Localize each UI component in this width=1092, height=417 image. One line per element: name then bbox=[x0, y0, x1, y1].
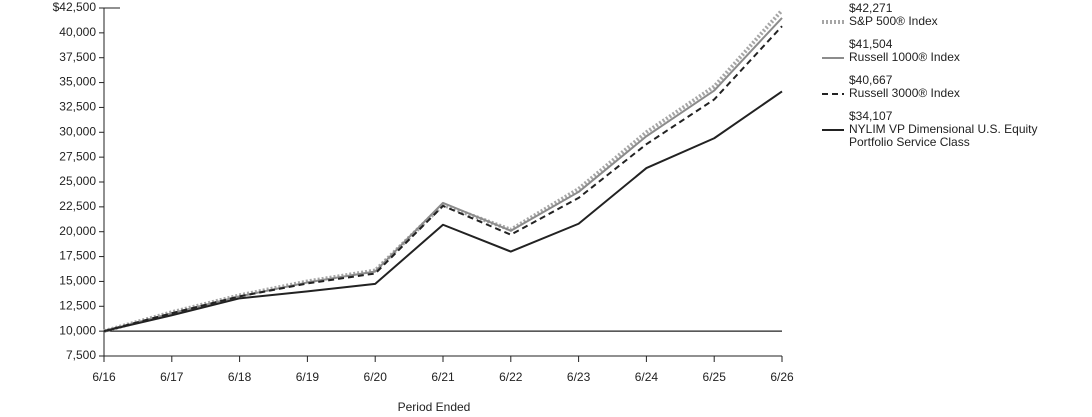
y-tick-label: 20,000 bbox=[59, 224, 96, 238]
y-tick-label: 37,500 bbox=[59, 50, 96, 64]
legend-swatch bbox=[822, 57, 844, 59]
legend-label: NYLIM VP Dimensional U.S. Equity Portfol… bbox=[849, 122, 1038, 149]
legend-label: Russell 1000® Index bbox=[849, 50, 960, 64]
y-tick-label: 7,500 bbox=[66, 348, 96, 362]
legend-end-value: $41,504 bbox=[849, 37, 893, 51]
y-tick-label: 35,000 bbox=[59, 75, 96, 89]
legend-item: $41,504 Russell 1000® Index bbox=[822, 38, 1084, 64]
legend-label: S&P 500® Index bbox=[849, 14, 938, 28]
x-tick-label: 6/21 bbox=[431, 370, 455, 384]
x-axis-label: Period Ended bbox=[398, 400, 471, 414]
x-tick-label: 6/16 bbox=[92, 370, 116, 384]
series-line bbox=[103, 90, 783, 333]
x-tick-label: 6/25 bbox=[703, 370, 727, 384]
x-tick-label: 6/17 bbox=[160, 370, 184, 384]
y-tick-label: 10,000 bbox=[59, 323, 96, 337]
legend-item: $34,107 NYLIM VP Dimensional U.S. Equity … bbox=[822, 110, 1084, 149]
x-tick-label: 6/20 bbox=[364, 370, 388, 384]
y-tick-label: 12,500 bbox=[59, 298, 96, 312]
legend-label: Russell 3000® Index bbox=[849, 86, 960, 100]
legend-end-value: $34,107 bbox=[849, 109, 893, 123]
series-line bbox=[103, 17, 783, 333]
series-line bbox=[103, 25, 783, 333]
plot: Period Ended 7,500 10,000 12,500 15,000 17,5… bbox=[53, 0, 794, 414]
legend-swatch bbox=[822, 93, 844, 95]
x-tick-label: 6/24 bbox=[635, 370, 659, 384]
y-tick-label: 32,500 bbox=[59, 100, 96, 114]
y-tick-label: 15,000 bbox=[59, 274, 96, 288]
legend-swatch bbox=[822, 129, 844, 131]
x-tick-label: 6/26 bbox=[770, 370, 794, 384]
y-tick-label: 40,000 bbox=[59, 25, 96, 39]
y-tick-label: 27,500 bbox=[59, 149, 96, 163]
x-tick-label: 6/18 bbox=[228, 370, 252, 384]
legend-end-value: $40,667 bbox=[849, 73, 893, 87]
x-tick-label: 6/19 bbox=[296, 370, 320, 384]
x-tick-label: 6/23 bbox=[567, 370, 591, 384]
series-line bbox=[103, 8, 784, 334]
x-tick-label: 6/22 bbox=[499, 370, 523, 384]
legend-item: $40,667 Russell 3000® Index bbox=[822, 74, 1084, 100]
y-tick-label: 17,500 bbox=[59, 249, 96, 263]
y-tick-label: 22,500 bbox=[59, 199, 96, 213]
legend-end-value: $42,271 bbox=[849, 1, 893, 15]
legend: $42,271 S&P 500® Index $41,504 Russell 1000… bbox=[822, 2, 1084, 159]
y-tick-label: $42,500 bbox=[53, 0, 97, 14]
y-tick-label: 30,000 bbox=[59, 124, 96, 138]
legend-swatch bbox=[822, 20, 844, 24]
legend-item: $42,271 S&P 500® Index bbox=[822, 2, 1084, 28]
y-tick-label: 25,000 bbox=[59, 174, 96, 188]
